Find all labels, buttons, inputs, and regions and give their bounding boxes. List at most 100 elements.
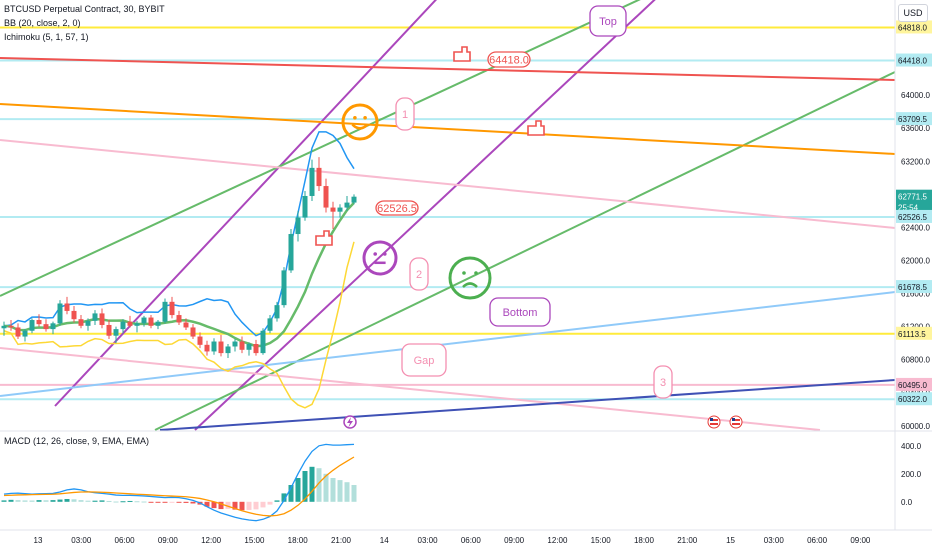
price-axis-label-text: 62526.5	[898, 213, 927, 222]
currency-selector[interactable]: USD	[898, 4, 928, 22]
time-tick-label: 06:00	[807, 536, 828, 545]
candle-body	[169, 301, 175, 316]
candle-body	[71, 310, 77, 320]
candle-body	[64, 303, 70, 311]
time-tick-label: 15:00	[244, 536, 265, 545]
candle-body	[239, 341, 245, 350]
candle-body	[288, 234, 294, 271]
price-axis-label: 63709.5	[896, 112, 932, 126]
bubble-2: 2	[409, 257, 429, 291]
macd-histogram-bar	[351, 485, 357, 502]
price-tick-label: 61600.0	[901, 290, 930, 299]
ichimoku-legend[interactable]: Ichimoku (5, 1, 57, 1)	[4, 32, 89, 42]
flag-stripe	[710, 423, 718, 425]
macd-histogram-bar	[71, 499, 77, 502]
candle-body	[148, 317, 154, 326]
time-tick-label: 21:00	[331, 536, 352, 545]
flag-ring	[729, 415, 743, 429]
time-tick-label: 15:00	[591, 536, 612, 545]
symbol-legend[interactable]: BTCUSD Perpetual Contract, 30, BYBIT	[4, 4, 165, 14]
bb-legend[interactable]: BB (20, close, 2, 0)	[4, 18, 81, 28]
price-axis-label-bg	[896, 377, 932, 391]
price-axis-label-text: 61113.5	[898, 330, 926, 339]
price-axis-label-bg	[896, 209, 932, 223]
candle-body	[120, 321, 126, 330]
macd-histogram-bar	[50, 500, 56, 502]
time-tick-label: 18:00	[288, 536, 309, 545]
macd-histogram-bar	[190, 501, 196, 504]
macd-histogram-bar	[183, 501, 189, 503]
macd-histogram-bar	[302, 471, 308, 502]
horizontal-levels	[0, 26, 895, 401]
macd-histogram-bar	[246, 501, 252, 510]
candle-body	[162, 301, 168, 322]
price-axis-label: 64418.0	[896, 53, 932, 67]
macd-histogram-bar	[239, 501, 245, 511]
bubble-1-text: 1	[402, 109, 408, 121]
macd-histogram-bar	[232, 501, 238, 510]
macd-histogram-bar	[148, 501, 154, 503]
macd-histogram-bar	[134, 501, 140, 503]
macd-histogram-bar	[106, 500, 112, 502]
candle-body	[8, 325, 14, 328]
trend-line	[159, 379, 896, 431]
candle-body	[309, 167, 315, 196]
happy-face-icon-eye	[363, 115, 367, 120]
price-axis-label-text: 25:54	[898, 204, 919, 213]
macd-legend[interactable]: MACD (12, 26, close, 9, EMA, EMA)	[4, 436, 150, 446]
trend-line	[0, 0, 641, 297]
time-tick-label: 03:00	[71, 536, 92, 545]
macd-histogram-bar	[267, 501, 273, 505]
candle-body	[78, 319, 84, 326]
price-axis-label: 61113.5	[896, 326, 932, 340]
top-bubble-text: Top	[599, 16, 617, 28]
neutral-face-icon	[362, 240, 398, 276]
price-axis-label-bg	[896, 280, 932, 294]
lightning-bolt	[347, 417, 353, 428]
macd-signal-line	[3, 456, 355, 517]
gap-bubble: Gap	[401, 343, 447, 377]
trend-line	[54, 0, 437, 407]
candle-body	[92, 313, 98, 321]
macd-histogram-bar	[78, 500, 84, 502]
candle-body	[155, 321, 161, 326]
time-tick-label: 06:00	[461, 536, 482, 545]
price-tick-label: 64000.0	[901, 91, 930, 100]
candle-body	[113, 329, 119, 336]
price-axis-label: 60322.0	[896, 392, 932, 406]
macd-histogram-bar	[1, 500, 7, 502]
sad-face-icon	[448, 256, 492, 300]
price-tick-label: 62400.0	[901, 223, 930, 232]
neutral-face-icon-eye	[383, 252, 387, 256]
macd-histogram-bar	[316, 468, 322, 502]
price-note-62526-text: 62526.5	[377, 203, 417, 215]
candle-body	[141, 317, 147, 324]
candle-body	[204, 344, 210, 352]
happy-face-icon-eye	[353, 115, 357, 120]
candle-body	[85, 320, 91, 326]
price-tick-label: 62000.0	[901, 256, 930, 265]
macd-histogram-bar	[337, 480, 343, 502]
candle-body	[281, 270, 287, 306]
price-note-64418-shape	[487, 51, 531, 68]
macd-histogram-bar	[155, 501, 161, 503]
macd-histogram-bar	[162, 501, 168, 503]
flag-canton	[710, 418, 713, 421]
macd-histogram-bar	[127, 500, 133, 502]
macd-tick-label: 0.0	[901, 498, 913, 507]
sad-face-icon-eye	[462, 271, 466, 275]
macd-histogram-bar	[64, 499, 70, 502]
macd-histogram-bar	[204, 501, 210, 507]
lightning-icon	[343, 415, 357, 429]
time-tick-label: 03:00	[418, 536, 439, 545]
bb-upper-line	[3, 131, 355, 337]
bubble-2-text: 2	[416, 269, 422, 281]
bb-lower-line	[3, 241, 355, 409]
candle-body	[99, 313, 105, 325]
time-tick-label: 13	[34, 536, 43, 545]
sad-face-icon-ring	[448, 256, 492, 300]
macd-histogram-bar	[15, 500, 21, 502]
price-axis-label-bg	[896, 392, 932, 406]
pointing-hand-icon-shape	[527, 120, 545, 136]
